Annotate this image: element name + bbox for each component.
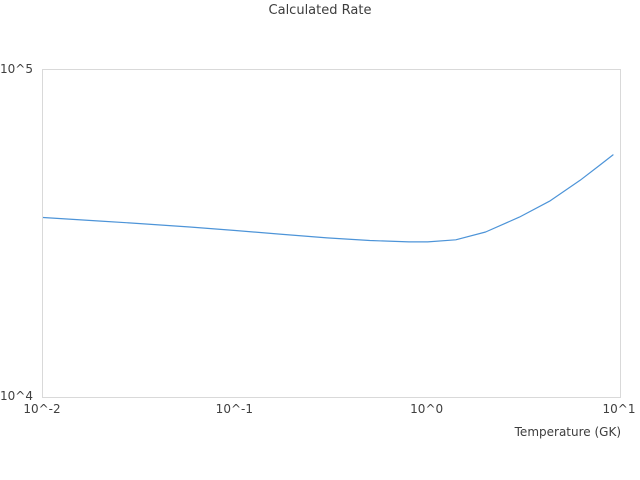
x-tick-label: 10^1	[602, 402, 636, 416]
x-axis-title: Temperature (GK)	[514, 425, 621, 439]
y-tick-label: 10^4	[0, 389, 33, 403]
chart-title: Calculated Rate	[268, 3, 372, 18]
x-tick-label: 10^-2	[23, 402, 61, 416]
plot-area	[42, 69, 621, 398]
y-tick-label: 10^5	[0, 62, 33, 76]
x-tick-label: 10^0	[410, 402, 444, 416]
rate-line-series	[43, 154, 614, 243]
rate-line-chart	[43, 154, 614, 243]
x-tick-label: 10^-1	[215, 402, 253, 416]
